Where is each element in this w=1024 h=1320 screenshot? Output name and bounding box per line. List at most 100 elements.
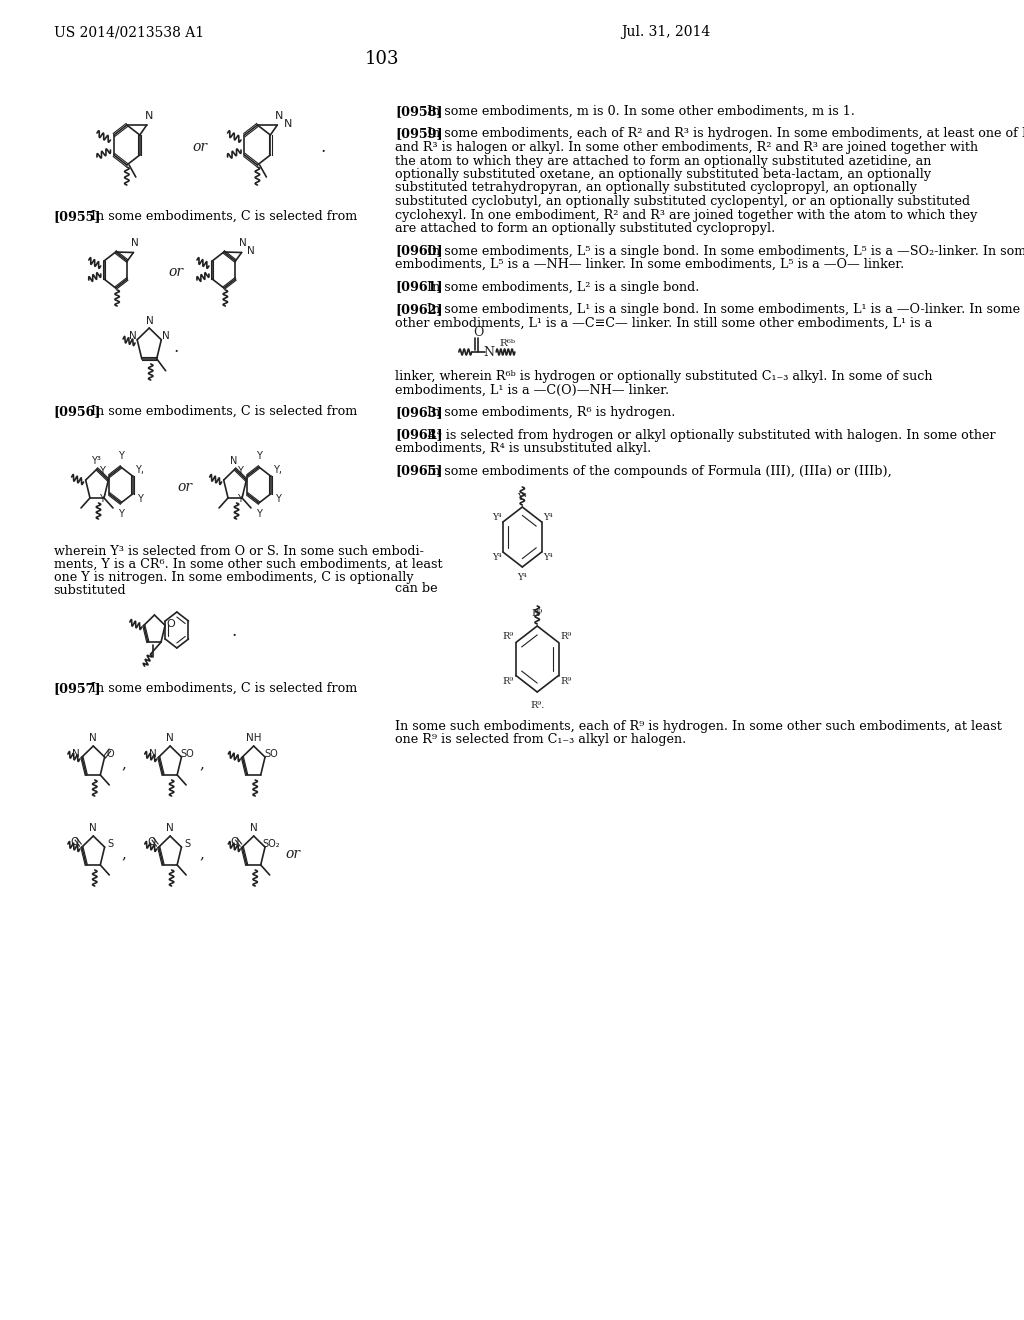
Text: N: N [162, 331, 170, 341]
Text: the atom to which they are attached to form an optionally substituted azetidine,: the atom to which they are attached to f… [395, 154, 932, 168]
Text: or: or [193, 140, 208, 154]
Text: [0963]: [0963] [395, 407, 443, 418]
Text: substituted: substituted [53, 583, 126, 597]
Text: [0958]: [0958] [395, 106, 443, 117]
Text: Y: Y [238, 466, 243, 475]
Text: [0957]: [0957] [53, 682, 101, 696]
Text: are attached to form an optionally substituted cyclopropyl.: are attached to form an optionally subst… [395, 222, 776, 235]
Text: Y: Y [256, 510, 262, 519]
Text: or: or [169, 265, 183, 279]
Text: N: N [144, 111, 154, 121]
Text: In some such embodiments, each of R⁹ is hydrogen. In some other such embodiments: In some such embodiments, each of R⁹ is … [395, 719, 1002, 733]
Text: In some embodiments, m is 0. In some other embodiments, m is 1.: In some embodiments, m is 0. In some oth… [427, 106, 855, 117]
Text: In some embodiments, C is selected from: In some embodiments, C is selected from [91, 210, 357, 223]
Text: other embodiments, L¹ is a —C≡C— linker. In still some other embodiments, L¹ is : other embodiments, L¹ is a —C≡C— linker.… [395, 317, 933, 330]
Text: Y⁴: Y⁴ [544, 512, 553, 521]
Text: 103: 103 [365, 50, 399, 69]
Text: N: N [229, 455, 238, 466]
Text: cyclohexyl. In one embodiment, R² and R³ are joined together with the atom to wh: cyclohexyl. In one embodiment, R² and R³… [395, 209, 978, 222]
Text: Y⁴: Y⁴ [544, 553, 553, 561]
Text: S: S [108, 840, 114, 849]
Text: one Y is nitrogen. In some embodiments, C is optionally: one Y is nitrogen. In some embodiments, … [53, 572, 414, 583]
Text: substituted cyclobutyl, an optionally substituted cyclopentyl, or an optionally : substituted cyclobutyl, an optionally su… [395, 195, 971, 209]
Text: Y: Y [99, 495, 105, 504]
Text: O: O [167, 619, 175, 630]
Text: linker, wherein R⁶ᵇ is hydrogen or optionally substituted C₁₋₃ alkyl. In some of: linker, wherein R⁶ᵇ is hydrogen or optio… [395, 370, 933, 383]
Text: [0955]: [0955] [53, 210, 101, 223]
Text: Y⁴: Y⁴ [492, 512, 502, 521]
Text: ,: , [122, 756, 127, 771]
Text: N: N [148, 748, 157, 759]
Text: .: . [231, 623, 237, 640]
Text: optionally substituted oxetane, an optionally substituted beta-lactam, an option: optionally substituted oxetane, an optio… [395, 168, 932, 181]
Text: S: S [184, 840, 190, 849]
Text: R⁹: R⁹ [503, 632, 514, 642]
Text: N: N [72, 748, 80, 759]
Text: or: or [177, 480, 193, 494]
Text: [0964]: [0964] [395, 429, 443, 441]
Text: Y,: Y, [135, 466, 144, 475]
Text: R⁹: R⁹ [561, 632, 572, 642]
Text: R⁹.: R⁹. [530, 701, 545, 710]
Text: N: N [129, 331, 136, 341]
Text: wherein Y³ is selected from O or S. In some such embodi-: wherein Y³ is selected from O or S. In s… [53, 545, 424, 558]
Text: R⁴ is selected from hydrogen or alkyl optionally substituted with halogen. In so: R⁴ is selected from hydrogen or alkyl op… [427, 429, 996, 441]
Text: Y⁴: Y⁴ [517, 492, 527, 502]
Text: Y,: Y, [273, 466, 283, 475]
Text: N: N [166, 822, 174, 833]
Text: NH: NH [246, 733, 261, 743]
Text: .: . [173, 338, 178, 355]
Text: [0965]: [0965] [395, 465, 443, 478]
Text: ,: , [122, 847, 127, 861]
Text: Jul. 31, 2014: Jul. 31, 2014 [622, 25, 711, 40]
Text: In some embodiments, R⁶ is hydrogen.: In some embodiments, R⁶ is hydrogen. [427, 407, 676, 418]
Text: O: O [473, 326, 483, 338]
Text: In some embodiments, C is selected from: In some embodiments, C is selected from [91, 405, 357, 418]
Text: or: or [285, 847, 300, 861]
Text: In some embodiments, each of R² and R³ is hydrogen. In some embodiments, at leas: In some embodiments, each of R² and R³ i… [427, 128, 1024, 140]
Text: one R⁹ is selected from C₁₋₃ alkyl or halogen.: one R⁹ is selected from C₁₋₃ alkyl or ha… [395, 734, 687, 747]
Text: .: . [321, 139, 326, 156]
Text: In some embodiments, L⁵ is a single bond. In some embodiments, L⁵ is a —SO₂-link: In some embodiments, L⁵ is a single bond… [427, 244, 1024, 257]
Text: Y⁴: Y⁴ [517, 573, 527, 582]
Text: ments, Y is a CR⁶. In some other such embodiments, at least: ments, Y is a CR⁶. In some other such em… [53, 558, 442, 572]
Text: [0961]: [0961] [395, 281, 443, 293]
Text: embodiments, L¹ is a —C(O)—NH— linker.: embodiments, L¹ is a —C(O)—NH— linker. [395, 384, 670, 396]
Text: Y: Y [118, 510, 124, 519]
Text: O: O [230, 837, 239, 847]
Text: embodiments, R⁴ is unsubstituted alkyl.: embodiments, R⁴ is unsubstituted alkyl. [395, 442, 651, 455]
Text: SO₂: SO₂ [262, 840, 280, 849]
Text: O: O [106, 748, 115, 759]
Text: R⁹: R⁹ [531, 610, 543, 619]
Text: N: N [250, 822, 258, 833]
Text: [0962]: [0962] [395, 304, 443, 315]
Text: O: O [71, 837, 79, 847]
Text: N: N [146, 315, 154, 326]
Text: N: N [483, 346, 495, 359]
Text: ,: , [200, 756, 205, 771]
Text: N: N [284, 119, 292, 129]
Text: R⁹: R⁹ [503, 677, 514, 686]
Text: Y³: Y³ [90, 455, 100, 466]
Text: R⁶ᵇ: R⁶ᵇ [500, 339, 515, 348]
Text: O: O [147, 837, 156, 847]
Text: [0960]: [0960] [395, 244, 443, 257]
Text: ,: , [200, 847, 205, 861]
Text: embodiments, L⁵ is a —NH— linker. In some embodiments, L⁵ is a —O— linker.: embodiments, L⁵ is a —NH— linker. In som… [395, 257, 905, 271]
Text: Y: Y [118, 451, 124, 461]
Text: and R³ is halogen or alkyl. In some other embodiments, R² and R³ are joined toge: and R³ is halogen or alkyl. In some othe… [395, 141, 979, 154]
Text: [0959]: [0959] [395, 128, 443, 140]
Text: can be: can be [395, 582, 438, 595]
Text: US 2014/0213538 A1: US 2014/0213538 A1 [53, 25, 204, 40]
Text: Y: Y [99, 466, 105, 475]
Text: substituted tetrahydropyran, an optionally substituted cyclopropyl, an optionall: substituted tetrahydropyran, an optional… [395, 181, 918, 194]
Text: In some embodiments, C is selected from: In some embodiments, C is selected from [91, 682, 357, 696]
Text: SO: SO [180, 748, 195, 759]
Text: N: N [89, 733, 97, 743]
Text: R⁹: R⁹ [561, 677, 572, 686]
Text: Y: Y [256, 451, 262, 461]
Text: Y: Y [274, 495, 281, 504]
Text: In some embodiments of the compounds of Formula (III), (IIIa) or (IIIb),: In some embodiments of the compounds of … [427, 465, 892, 478]
Text: In some embodiments, L¹ is a single bond. In some embodiments, L¹ is a —O-linker: In some embodiments, L¹ is a single bond… [427, 304, 1021, 315]
Text: N: N [247, 247, 254, 256]
